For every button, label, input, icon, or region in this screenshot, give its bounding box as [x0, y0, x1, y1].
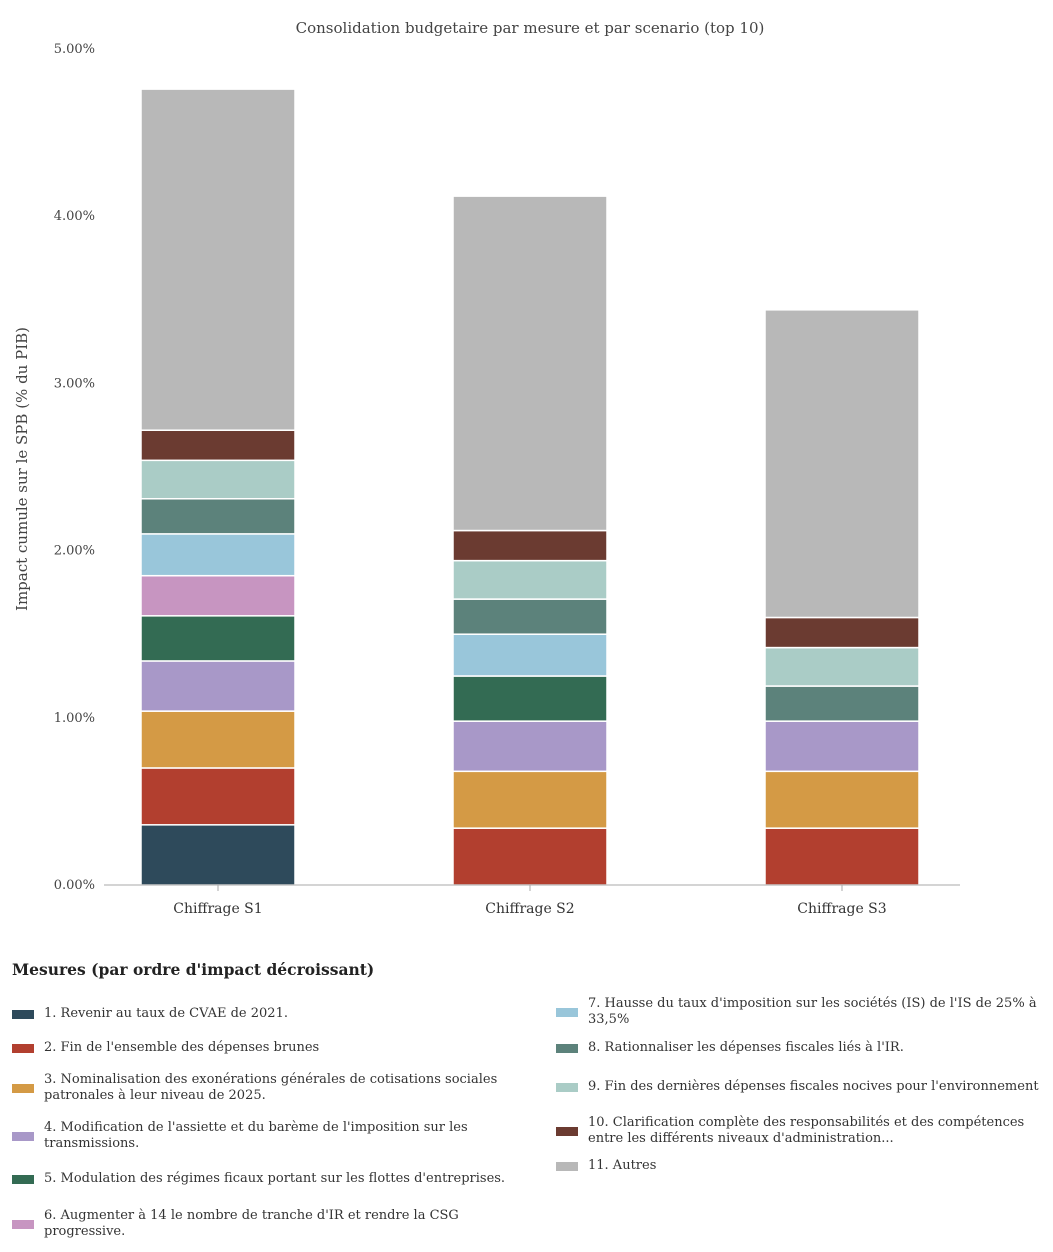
legend-label: 1. Revenir au taux de CVAE de 2021. [44, 1006, 288, 1021]
x-axis: Chiffrage S1 Chiffrage S2 Chiffrage S3 [173, 885, 887, 917]
bar-segment [140, 88, 296, 431]
legend-label: 7. Hausse du taux d'imposition sur les s… [588, 996, 1037, 1027]
bar-segment [764, 685, 920, 722]
legend-item: 1. Revenir au taux de CVAE de 2021. [12, 998, 512, 1030]
bar-segment [452, 195, 608, 532]
bar-segment [452, 559, 608, 600]
bar-segment [140, 459, 296, 500]
bar-segment [140, 824, 296, 886]
y-tick-label: 3.00% [54, 376, 95, 391]
y-tick-label: 4.00% [54, 209, 95, 224]
bar-segment [764, 309, 920, 619]
y-tick-label: 2.00% [54, 544, 95, 559]
y-tick-label: 1.00% [54, 711, 95, 726]
legend-item: 4. Modification de l'assiette et du barè… [12, 1120, 512, 1152]
bar-segment [764, 646, 920, 687]
legend-swatch [556, 1126, 578, 1136]
legend-label: 11. Autres [588, 1158, 657, 1173]
legend-swatch [12, 1131, 34, 1141]
y-tick-label: 0.00% [54, 878, 95, 893]
legend-swatch [556, 1082, 578, 1092]
bar-segment [140, 710, 296, 769]
legend-swatch [12, 1174, 34, 1184]
legend-swatch [12, 1219, 34, 1229]
bar-segment [764, 720, 920, 773]
legend-label: 10. Clarification complète des responsab… [588, 1115, 1025, 1146]
legend-item: 11. Autres [556, 1150, 1046, 1182]
bar-segment [140, 660, 296, 712]
legend-label: 6. Augmenter à 14 le nombre de tranche d… [44, 1208, 459, 1239]
legend-swatch [556, 1007, 578, 1017]
bar-segment [140, 533, 296, 577]
legend-item: 3. Nominalisation des exonérations génér… [12, 1072, 512, 1104]
legend-item: 7. Hausse du taux d'imposition sur les s… [556, 996, 1046, 1028]
bar-segment [764, 616, 920, 649]
legend-label: 4. Modification de l'assiette et du barè… [44, 1120, 468, 1151]
legend-title: Mesures (par ordre d'impact décroissant) [12, 960, 375, 979]
legend-swatch [12, 1009, 34, 1019]
bar-segment [140, 429, 296, 462]
bar-segment [452, 827, 608, 886]
legend-swatch [556, 1043, 578, 1053]
legend-label: 3. Nominalisation des exonérations génér… [44, 1072, 498, 1103]
bar-segment [140, 615, 296, 662]
x-tick-label: Chiffrage S3 [797, 901, 886, 917]
bar-segment [452, 770, 608, 829]
bar-segment [140, 767, 296, 826]
bars [140, 88, 920, 886]
bar-segment [452, 529, 608, 562]
bar-segment [452, 720, 608, 773]
bar-segment [452, 675, 608, 722]
legend-swatch [12, 1083, 34, 1093]
bar-segment [140, 574, 296, 617]
legend-swatch [556, 1161, 578, 1171]
legend-item: 2. Fin de l'ensemble des dépenses brunes [12, 1032, 512, 1064]
chart-title: Consolidation budgetaire par mesure et p… [296, 19, 765, 37]
legend-item: 8. Rationnaliser les dépenses fiscales l… [556, 1032, 1046, 1064]
legend-item: 10. Clarification complète des responsab… [556, 1115, 1046, 1147]
legend-label: 5. Modulation des régimes ficaux portant… [44, 1171, 506, 1186]
legend-swatch [12, 1043, 34, 1053]
y-axis: 0.00% 1.00% 2.00% 3.00% 4.00% 5.00% [54, 42, 95, 893]
legend-label: 2. Fin de l'ensemble des dépenses brunes [44, 1040, 320, 1055]
legend-label: 9. Fin des dernières dépenses fiscales n… [588, 1079, 1039, 1094]
bar-segment [140, 498, 296, 535]
x-tick-label: Chiffrage S1 [173, 901, 262, 917]
y-axis-title: Impact cumule sur le SPB (% du PIB) [13, 327, 31, 611]
bar-segment [764, 770, 920, 829]
x-tick-label: Chiffrage S2 [485, 901, 574, 917]
stacked-bar-chart: Consolidation budgetaire par mesure et p… [13, 19, 960, 917]
legend-item: 9. Fin des dernières dépenses fiscales n… [556, 1071, 1046, 1103]
bar-segment [764, 827, 920, 886]
legend-label: 8. Rationnaliser les dépenses fiscales l… [588, 1040, 904, 1055]
legend-item: 6. Augmenter à 14 le nombre de tranche d… [12, 1208, 512, 1240]
y-tick-label: 5.00% [54, 42, 95, 57]
bar-segment [452, 598, 608, 635]
legend-item: 5. Modulation des régimes ficaux portant… [12, 1163, 512, 1195]
bar-segment [452, 633, 608, 677]
